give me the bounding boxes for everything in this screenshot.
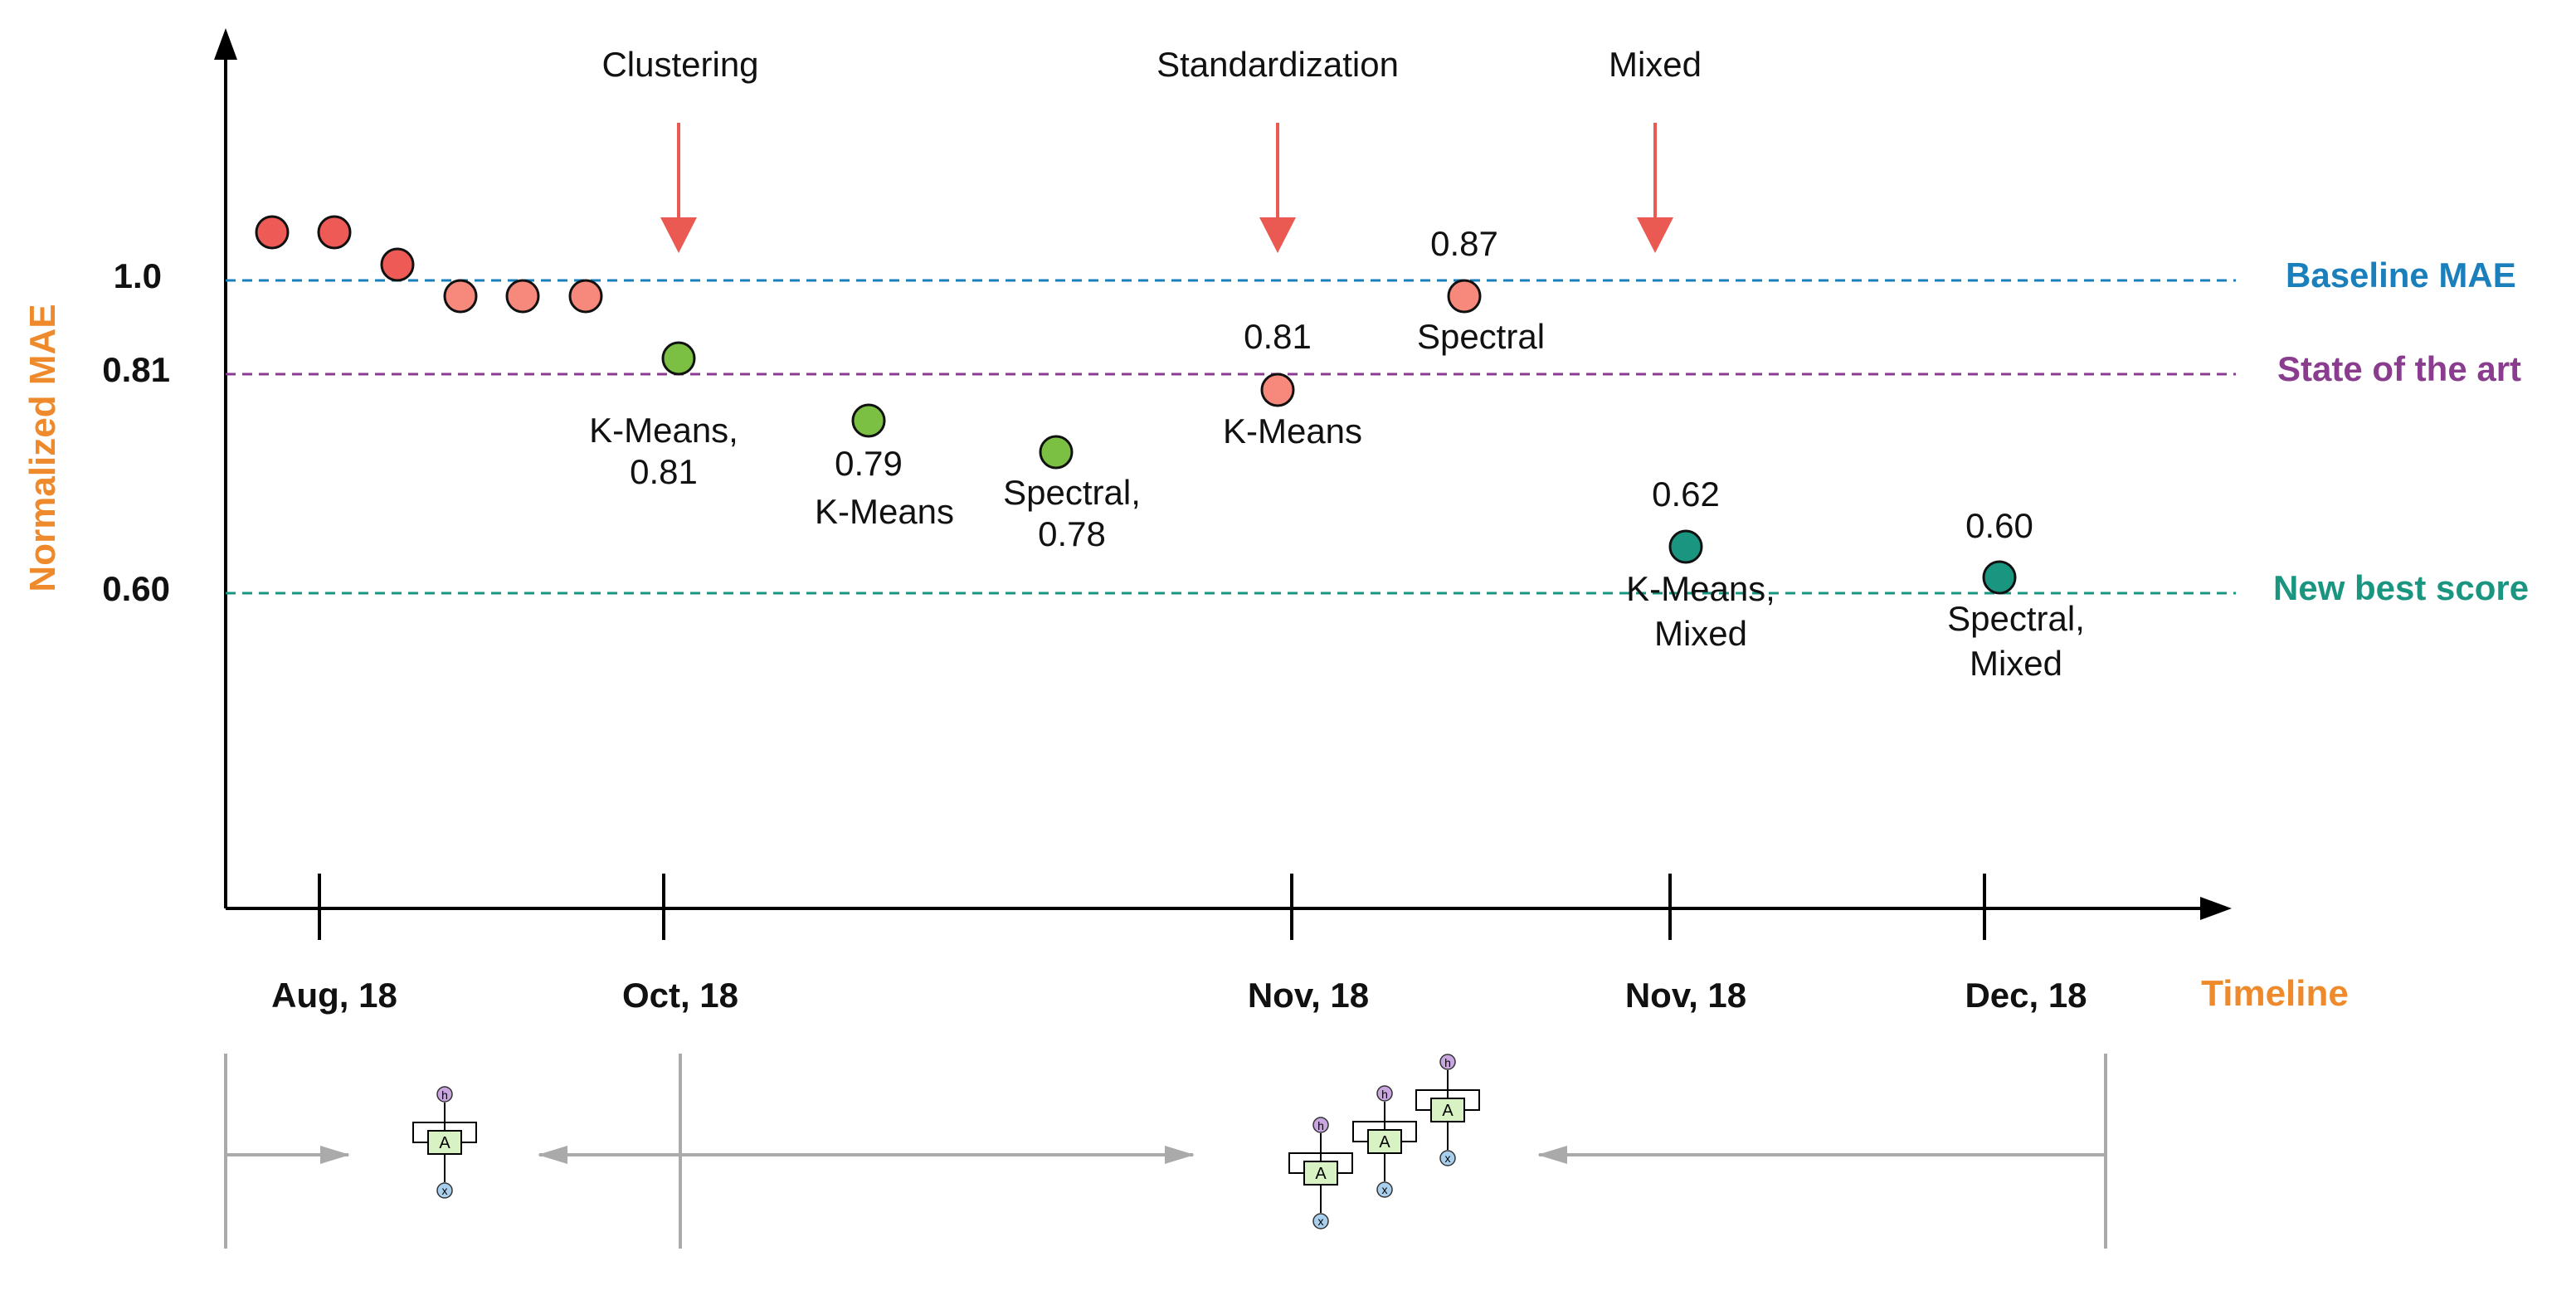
rnn-glyph-h: h	[441, 1088, 448, 1102]
point-label: Spectral,	[1003, 473, 1141, 512]
event-label-mixed: Mixed	[1609, 45, 1702, 84]
y-tick-label: 0.81	[102, 350, 170, 389]
data-point	[851, 403, 886, 438]
event-arrow	[1259, 123, 1296, 253]
x-tick-label: Dec, 18	[1965, 976, 2087, 1015]
data-point	[443, 279, 478, 314]
state-of-the-art-label: State of the art	[2277, 349, 2521, 388]
rnn-cell-icon	[1352, 1085, 1417, 1198]
data-point	[1668, 529, 1703, 564]
point-label: K-Means,	[1626, 569, 1775, 608]
y-tick-label: 0.60	[102, 569, 170, 608]
new-best-label: New best score	[2273, 568, 2529, 607]
point-label: Spectral,	[1947, 599, 2085, 638]
point-label: K-Means	[1223, 411, 1362, 450]
y-axis-label: Normalized MAE	[22, 304, 63, 592]
x-tick-label: Nov, 18	[1248, 976, 1369, 1015]
point-label: 0.87	[1430, 224, 1498, 263]
y-axis-arrowhead	[214, 28, 237, 60]
rnn-glyph-a: A	[439, 1134, 450, 1152]
y-tick-label: 1.0	[114, 256, 162, 295]
rnn-glyph-x: x	[442, 1184, 448, 1197]
x-tick-label: Nov, 18	[1625, 976, 1746, 1015]
rnn-cell-icon	[1415, 1054, 1480, 1166]
event-arrow	[1637, 123, 1673, 253]
point-label: 0.81	[630, 452, 698, 491]
data-point	[1260, 372, 1295, 407]
point-label: 0.81	[1244, 317, 1312, 356]
point-label: Mixed	[1970, 644, 2062, 683]
point-label: Spectral	[1417, 317, 1545, 356]
point-label: K-Means	[815, 492, 954, 531]
data-point	[505, 279, 540, 314]
point-label: 0.60	[1965, 506, 2033, 545]
point-label: K-Means,	[589, 411, 738, 450]
x-tick-label: Aug, 18	[271, 976, 397, 1015]
point-label: 0.78	[1038, 514, 1106, 553]
baseline-label: Baseline MAE	[2286, 256, 2516, 295]
data-point	[1447, 279, 1482, 314]
data-point	[255, 215, 290, 250]
data-point	[568, 279, 603, 314]
event-arrow	[660, 123, 697, 253]
event-label-clustering: Clustering	[601, 45, 758, 84]
point-label: 0.79	[835, 444, 903, 483]
rnn-cell-icon	[1288, 1117, 1353, 1229]
x-tick-label: Oct, 18	[622, 976, 738, 1015]
data-point	[1039, 435, 1074, 470]
data-point	[661, 341, 696, 376]
data-point	[380, 247, 415, 282]
data-point	[1982, 560, 2017, 595]
point-label: 0.62	[1652, 475, 1720, 514]
data-point	[317, 215, 352, 250]
rnn-cell-icon: A h x	[412, 1086, 477, 1199]
x-axis-label: Timeline	[2201, 973, 2349, 1014]
x-axis-arrowhead	[2200, 897, 2232, 920]
event-label-standardization: Standardization	[1157, 45, 1399, 84]
point-label: Mixed	[1654, 614, 1747, 653]
